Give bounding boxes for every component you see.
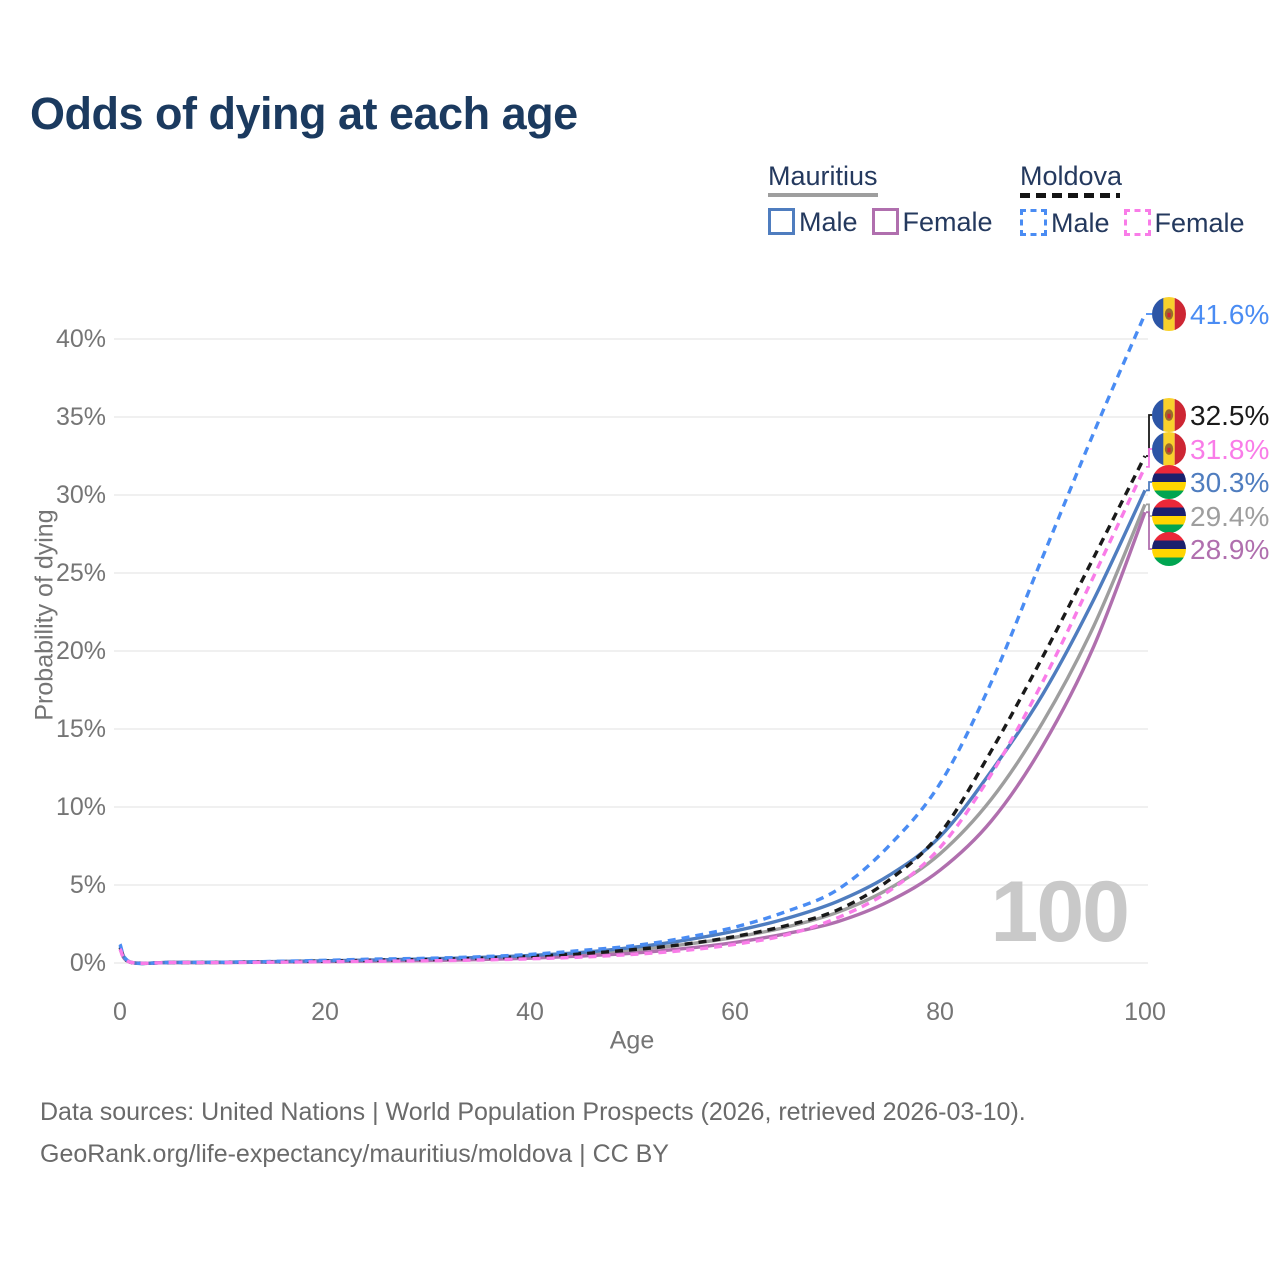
- y-tick-label: 35%: [56, 403, 106, 431]
- moldova-flag-icon: [1152, 432, 1186, 466]
- leader-line-moldova-female: [1146, 448, 1152, 468]
- series-line-moldova-female[interactable]: [118, 466, 1147, 966]
- x-tick-label: 100: [1124, 998, 1166, 1026]
- legend-item-label: Female: [1154, 208, 1245, 238]
- y-tick-label: 15%: [56, 715, 106, 743]
- end-value-label-moldova-total: 32.5%: [1190, 400, 1269, 431]
- moldova-male-checkbox[interactable]: [1020, 209, 1047, 236]
- page-title: Odds of dying at each age: [30, 88, 578, 139]
- legend-item-moldova-female[interactable]: Female: [1123, 208, 1245, 238]
- legend-item-mauritius-female[interactable]: Female: [871, 207, 993, 237]
- x-tick-label: 0: [113, 998, 127, 1026]
- y-tick-label: 30%: [56, 481, 106, 509]
- mauritius-line-style-swatch: [768, 193, 878, 197]
- legend-country-label-moldova: Moldova: [1020, 161, 1123, 191]
- age-watermark: 100: [991, 864, 1129, 960]
- legend-section-mauritius: Mauritius Male Female: [768, 161, 1007, 238]
- leader-line-mauritius-total: [1146, 503, 1152, 517]
- x-tick-label: 60: [721, 998, 749, 1026]
- series-line-moldova-total[interactable]: [118, 455, 1147, 966]
- legend-country-label-mauritius: Mauritius: [768, 161, 878, 191]
- mauritius-flag-icon: [1152, 465, 1186, 499]
- legend-item-label: Male: [1051, 208, 1110, 238]
- end-value-label-mauritius-female: 28.9%: [1190, 534, 1269, 565]
- mauritius-female-checkbox[interactable]: [871, 208, 899, 235]
- mauritius-flag-icon: [1152, 532, 1186, 566]
- moldova-line-style-swatch: [1020, 193, 1120, 198]
- attribution-text: GeoRank.org/life-expectancy/mauritius/mo…: [40, 1140, 669, 1168]
- end-value-label-moldova-male: 41.6%: [1190, 299, 1269, 330]
- end-value-label-mauritius-male: 30.3%: [1190, 467, 1269, 498]
- y-tick-label: 20%: [56, 637, 106, 665]
- y-tick-label: 0%: [70, 949, 106, 977]
- legend-section-moldova: Moldova Male Female: [1020, 161, 1259, 239]
- leader-line-mauritius-male: [1146, 481, 1152, 492]
- x-tick-label: 40: [516, 998, 544, 1026]
- footer: Data sources: United Nations | World Pop…: [40, 1098, 1026, 1182]
- legend-item-moldova-male[interactable]: Male: [1020, 208, 1110, 238]
- legend-item-mauritius-male[interactable]: Male: [768, 207, 858, 237]
- moldova-female-checkbox[interactable]: [1123, 209, 1151, 236]
- legend-item-label: Female: [902, 207, 993, 237]
- x-tick-label: 20: [311, 998, 339, 1026]
- mauritius-flag-icon: [1152, 499, 1186, 533]
- x-axis-title: Age: [609, 1026, 655, 1055]
- moldova-flag-icon: [1152, 297, 1186, 331]
- leader-line-moldova-total: [1146, 414, 1152, 457]
- y-tick-label: 40%: [56, 325, 106, 353]
- end-value-label-moldova-female: 31.8%: [1190, 434, 1269, 465]
- y-tick-label: 10%: [56, 793, 106, 821]
- x-tick-label: 80: [926, 998, 954, 1026]
- leader-line-mauritius-female: [1146, 511, 1152, 550]
- end-value-label-mauritius-total: 29.4%: [1190, 501, 1269, 532]
- y-tick-label: 5%: [70, 871, 106, 899]
- data-sources-text: Data sources: United Nations | World Pop…: [40, 1098, 1026, 1126]
- legend-item-label: Male: [799, 207, 858, 237]
- mauritius-male-checkbox[interactable]: [768, 208, 795, 235]
- moldova-flag-icon: [1152, 398, 1186, 432]
- y-tick-label: 25%: [56, 559, 106, 587]
